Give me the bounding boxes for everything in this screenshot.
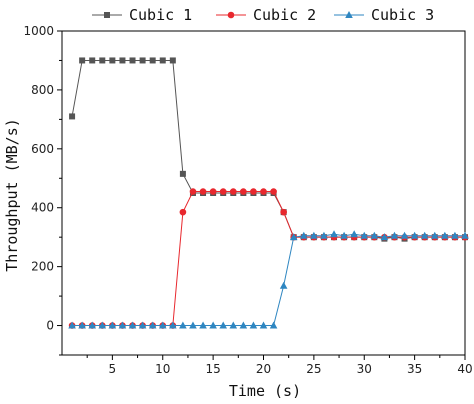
data-point <box>260 188 267 195</box>
data-point <box>169 321 177 329</box>
legend-marker <box>227 11 235 19</box>
data-point <box>430 231 439 239</box>
data-point <box>128 321 137 329</box>
data-point <box>370 231 379 239</box>
data-point <box>420 231 429 239</box>
data-point <box>119 57 126 64</box>
x-tick-label: 15 <box>205 362 220 376</box>
data-point <box>269 321 278 329</box>
data-point <box>159 57 166 64</box>
data-point <box>79 57 86 64</box>
y-axis-title: Throughput (MB/s) <box>3 118 21 272</box>
data-point <box>148 321 157 329</box>
data-point <box>89 57 96 64</box>
data-point <box>98 321 107 329</box>
data-point <box>229 188 237 195</box>
data-point <box>461 231 469 239</box>
data-point <box>390 231 399 239</box>
data-point <box>199 321 207 329</box>
series-line <box>72 233 465 327</box>
data-point <box>410 231 419 239</box>
data-point <box>239 321 248 329</box>
data-point <box>380 233 389 241</box>
legend-item: Cubic 3 <box>334 6 434 24</box>
data-point <box>249 321 258 329</box>
data-point <box>129 57 136 64</box>
data-point <box>189 188 197 195</box>
x-tick-label: 5 <box>109 362 117 376</box>
data-point <box>189 321 197 329</box>
x-axis-title: Time (s) <box>229 382 301 400</box>
legend-marker <box>104 12 110 18</box>
data-point <box>229 321 238 329</box>
data-point <box>259 321 268 329</box>
data-point <box>310 231 318 239</box>
data-point <box>330 230 338 238</box>
data-point <box>179 208 187 216</box>
data-point <box>280 208 287 216</box>
data-point <box>179 170 186 177</box>
data-point <box>360 231 369 239</box>
data-point <box>219 321 227 329</box>
data-point <box>99 57 106 64</box>
data-point <box>139 57 146 64</box>
legend-item: Cubic 2 <box>216 6 316 24</box>
data-point <box>340 231 348 239</box>
legend-marker <box>345 11 353 18</box>
data-point <box>68 321 76 329</box>
data-point <box>69 113 76 120</box>
data-point <box>289 233 298 241</box>
data-point <box>88 321 97 329</box>
x-tick-label: 25 <box>306 362 321 376</box>
data-point <box>451 231 459 239</box>
legend-item: Cubic 1 <box>92 6 192 24</box>
y-tick-label: 800 <box>31 83 54 97</box>
data-point <box>250 188 257 195</box>
legend-label: Cubic 3 <box>371 6 434 24</box>
data-point <box>270 188 277 195</box>
data-point <box>400 231 409 239</box>
y-tick-label: 1000 <box>23 24 54 38</box>
data-point <box>179 321 187 329</box>
data-point <box>158 321 167 329</box>
series-line <box>71 59 465 240</box>
y-tick-label: 600 <box>31 142 54 156</box>
legend-label: Cubic 2 <box>253 6 316 24</box>
data-point <box>149 57 156 64</box>
data-point <box>78 321 86 329</box>
data-point <box>108 321 117 329</box>
y-tick-label: 200 <box>31 260 54 274</box>
data-point <box>138 321 147 329</box>
data-point <box>109 57 116 64</box>
data-point <box>279 281 288 289</box>
y-tick-label: 400 <box>31 201 54 215</box>
legend-label: Cubic 1 <box>129 6 192 24</box>
legend: Cubic 1 Cubic 2 Cubic 3 <box>92 6 434 24</box>
y-tick-label: 0 <box>46 319 54 333</box>
data-point <box>209 321 217 329</box>
x-tick-label: 40 <box>457 362 472 376</box>
x-tick-label: 20 <box>256 362 271 376</box>
x-tick-label: 10 <box>155 362 170 376</box>
data-point <box>118 321 127 329</box>
x-tick-label: 30 <box>357 362 372 376</box>
data-point <box>199 188 207 195</box>
data-point <box>300 231 308 239</box>
data-point <box>320 231 328 239</box>
data-point <box>169 57 176 64</box>
data-point <box>441 231 449 239</box>
data-point <box>209 188 217 195</box>
data-point <box>350 230 358 238</box>
data-point <box>240 188 247 195</box>
series-cubic-3 <box>68 230 469 329</box>
series-layer <box>68 57 469 329</box>
data-point <box>219 188 227 195</box>
x-tick-label: 35 <box>407 362 422 376</box>
